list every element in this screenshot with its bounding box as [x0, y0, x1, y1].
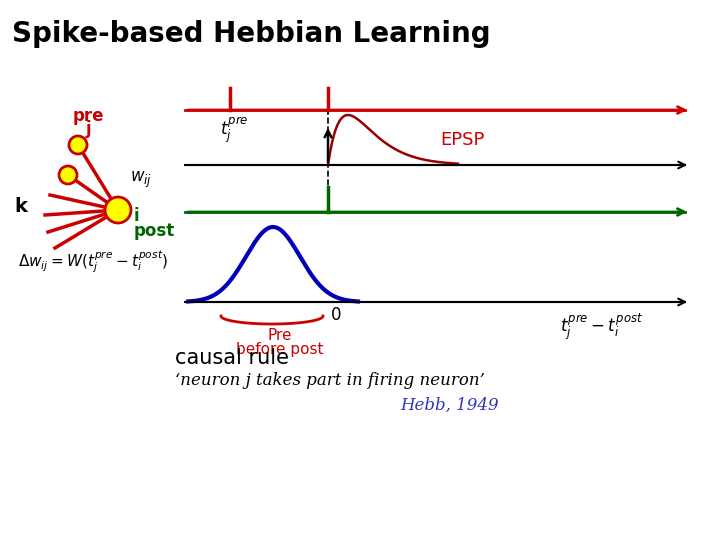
Circle shape [69, 136, 87, 154]
Text: Spike-based Hebbian Learning: Spike-based Hebbian Learning [12, 20, 490, 48]
Text: k: k [14, 198, 27, 217]
Text: 0: 0 [331, 306, 341, 324]
Circle shape [59, 166, 77, 184]
Text: $t_j^{pre} - t_i^{post}$: $t_j^{pre} - t_i^{post}$ [560, 312, 643, 342]
Text: post: post [134, 222, 175, 240]
Text: i: i [134, 207, 140, 225]
Text: Hebb, 1949: Hebb, 1949 [400, 397, 499, 414]
Text: Pre: Pre [268, 328, 292, 343]
Text: $t_j^{pre}$: $t_j^{pre}$ [220, 115, 248, 145]
Circle shape [105, 197, 131, 223]
Text: $\Delta w_{ij} = W(t_j^{pre} - t_i^{post})$: $\Delta w_{ij} = W(t_j^{pre} - t_i^{post… [18, 248, 168, 275]
Text: pre: pre [72, 107, 104, 125]
Text: causal rule: causal rule [175, 348, 289, 368]
Text: EPSP: EPSP [440, 131, 485, 149]
Text: before post: before post [236, 342, 324, 357]
Text: $\mathit{w}_{ij}$: $\mathit{w}_{ij}$ [130, 170, 152, 190]
Text: ‘neuron j takes part in firing neuron’: ‘neuron j takes part in firing neuron’ [175, 372, 485, 389]
Text: j: j [85, 120, 91, 138]
